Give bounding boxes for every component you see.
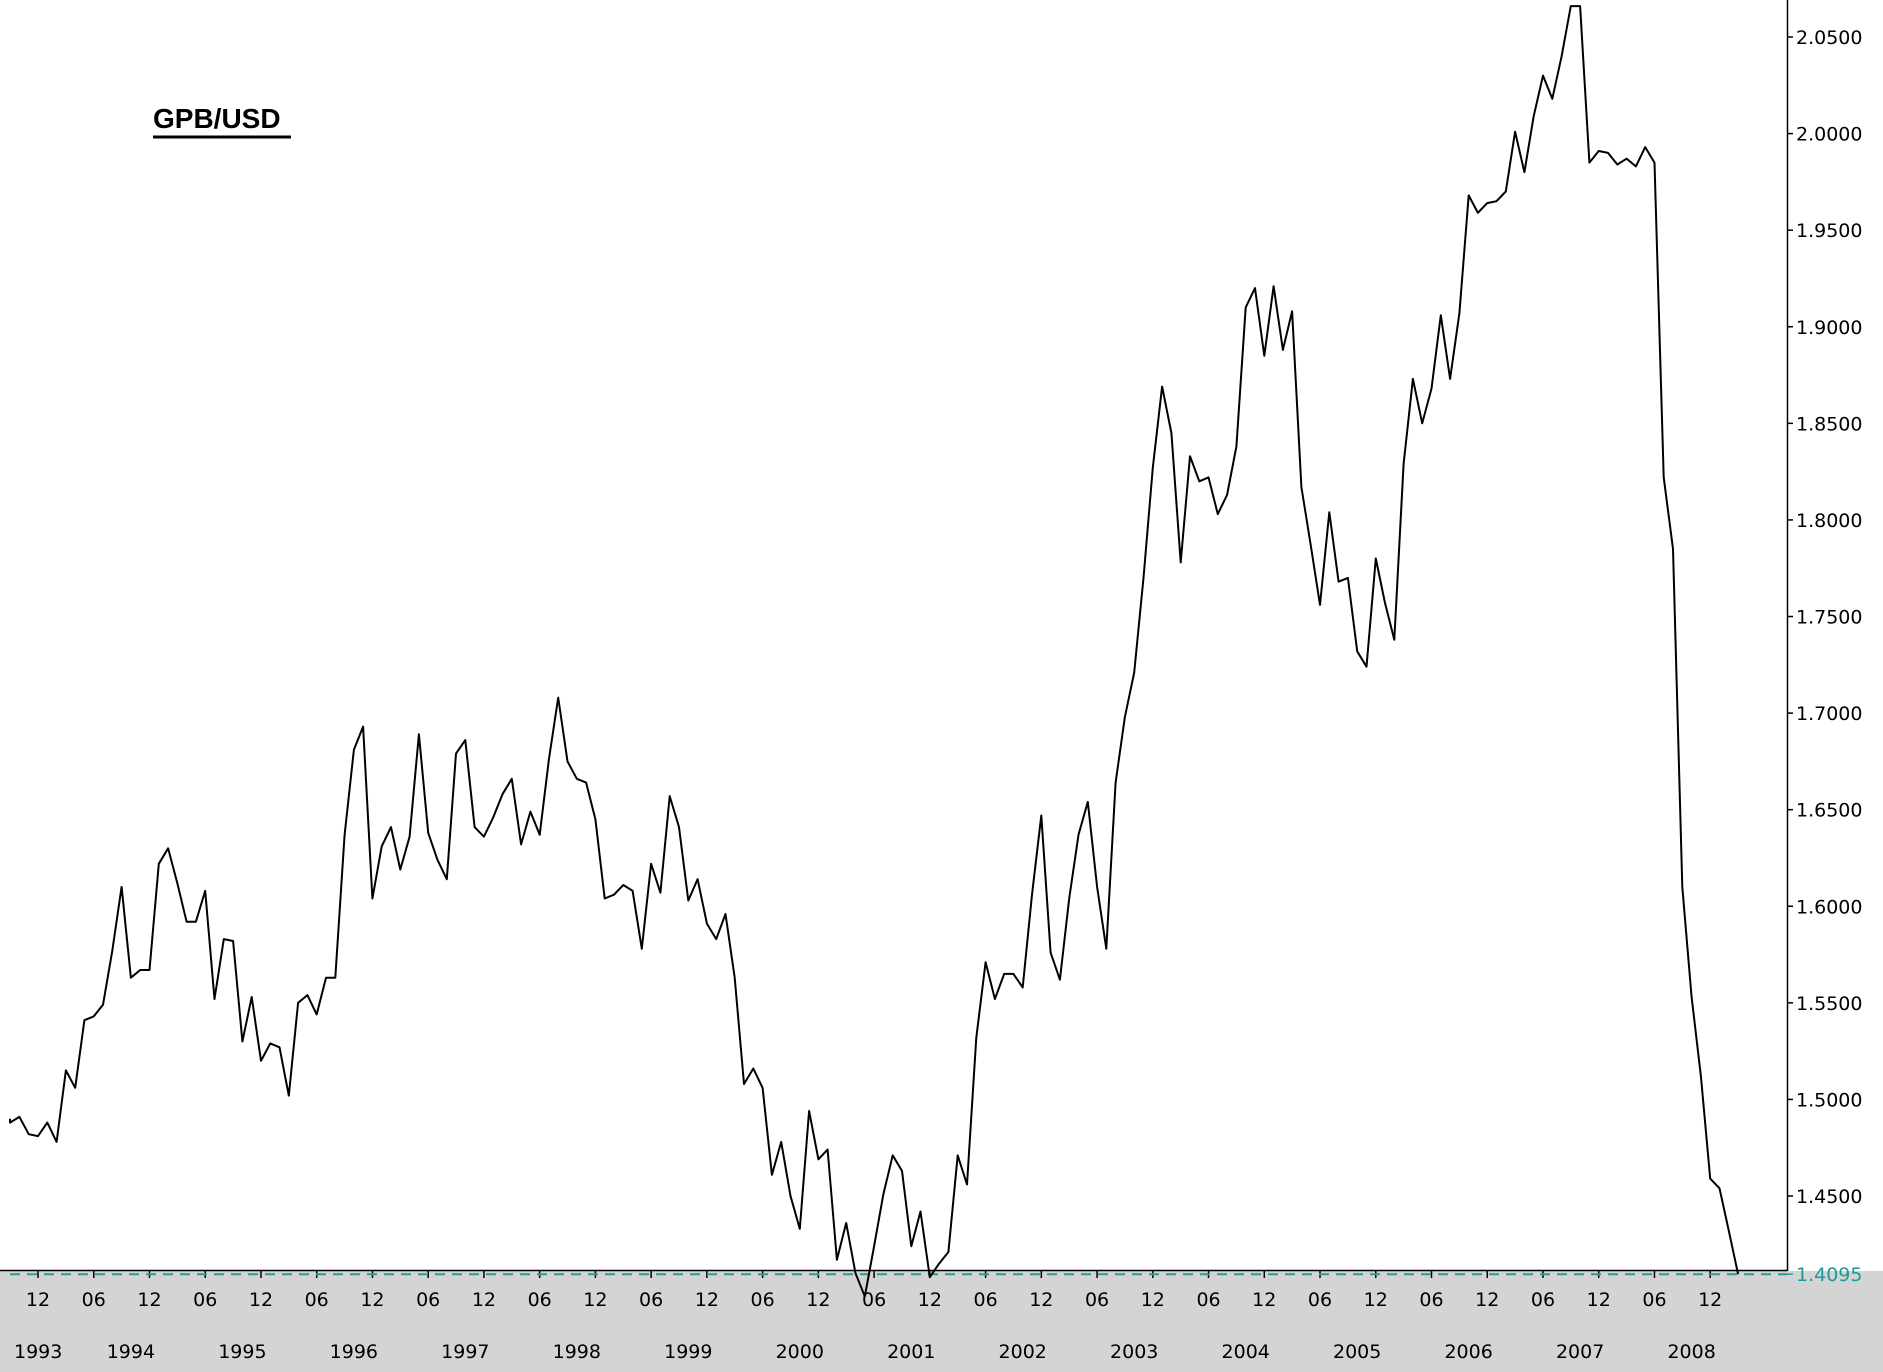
y-tick-label: 1.6000: [1796, 896, 1862, 918]
y-tick-label: 1.8000: [1796, 510, 1862, 532]
y-tick-label: 1.5500: [1796, 993, 1862, 1015]
x-year-label: 2007: [1556, 1341, 1604, 1363]
x-year-label: 1994: [107, 1341, 155, 1363]
x-year-label: 1999: [664, 1341, 712, 1363]
x-year-label: 2006: [1444, 1341, 1492, 1363]
x-month-label: 12: [360, 1289, 384, 1311]
x-month-label: 12: [1587, 1289, 1611, 1311]
x-year-label: 1996: [330, 1341, 378, 1363]
x-month-label: 06: [82, 1289, 106, 1311]
x-month-label: 06: [1642, 1289, 1666, 1311]
y-tick-label: 2.0000: [1796, 124, 1862, 146]
x-year-label: 2005: [1333, 1341, 1381, 1363]
y-tick-label: 1.9000: [1796, 317, 1862, 339]
x-month-label: 12: [1364, 1289, 1388, 1311]
x-month-label: 06: [1196, 1289, 1220, 1311]
y-tick-label: 1.4500: [1796, 1186, 1862, 1208]
x-month-label: 12: [1141, 1289, 1165, 1311]
x-month-label: 06: [1419, 1289, 1443, 1311]
x-month-label: 12: [26, 1289, 50, 1311]
x-year-label: 2000: [776, 1341, 824, 1363]
x-month-label: 12: [1475, 1289, 1499, 1311]
x-month-label: 12: [695, 1289, 719, 1311]
y-tick-label: 1.9500: [1796, 220, 1862, 242]
x-year-label: 2004: [1222, 1341, 1270, 1363]
x-month-label: 06: [751, 1289, 775, 1311]
y-axis-band: [1788, 0, 1883, 1271]
x-year-label: 2002: [999, 1341, 1047, 1363]
x-month-label: 12: [137, 1289, 161, 1311]
x-month-label: 12: [918, 1289, 942, 1311]
y-tick-label: 1.7000: [1796, 703, 1862, 725]
y-tick-label: 1.5000: [1796, 1089, 1862, 1111]
x-month-label: 12: [1698, 1289, 1722, 1311]
x-month-label: 12: [583, 1289, 607, 1311]
x-axis-ticks: 12 06 12 06 12 06 12 06 12 06 12 06 12 06 12 06 12 06 12 06…: [14, 1270, 1722, 1363]
x-month-label: 06: [1531, 1289, 1555, 1311]
y-tick-label: 1.6500: [1796, 800, 1862, 822]
x-month-label: 06: [973, 1289, 997, 1311]
current-value-label: 1.4095: [1796, 1264, 1862, 1286]
y-tick-label: 2.0500: [1796, 27, 1862, 49]
y-tick-label: 1.8500: [1796, 413, 1862, 435]
x-year-label: 1995: [218, 1341, 266, 1363]
x-month-label: 06: [1308, 1289, 1332, 1311]
x-year-label: 1998: [553, 1341, 601, 1363]
x-axis-band: [0, 1271, 1883, 1372]
x-month-label: 06: [416, 1289, 440, 1311]
x-month-label: 06: [193, 1289, 217, 1311]
x-month-label: 06: [639, 1289, 663, 1311]
series-line: [9, 5, 1740, 1298]
x-year-label: 2001: [887, 1341, 935, 1363]
x-month-label: 12: [472, 1289, 496, 1311]
x-year-label: 2008: [1667, 1341, 1715, 1363]
x-month-label: 06: [862, 1289, 886, 1311]
x-month-label: 06: [528, 1289, 552, 1311]
x-year-label: 1993: [14, 1341, 62, 1363]
y-axis-ticks: 1.4500 1.5000 1.5500 1.6000 1.6500 1.7000 1.75…: [1787, 27, 1862, 1286]
x-month-label: 12: [1252, 1289, 1276, 1311]
x-year-label: 2003: [1110, 1341, 1158, 1363]
chart-title: GPB/USD: [153, 103, 281, 134]
x-month-label: 06: [1085, 1289, 1109, 1311]
y-tick-label: 1.7500: [1796, 607, 1862, 629]
x-month-label: 12: [249, 1289, 273, 1311]
x-month-label: 12: [806, 1289, 830, 1311]
x-month-label: 12: [1029, 1289, 1053, 1311]
x-year-label: 1997: [441, 1341, 489, 1363]
x-month-label: 06: [305, 1289, 329, 1311]
